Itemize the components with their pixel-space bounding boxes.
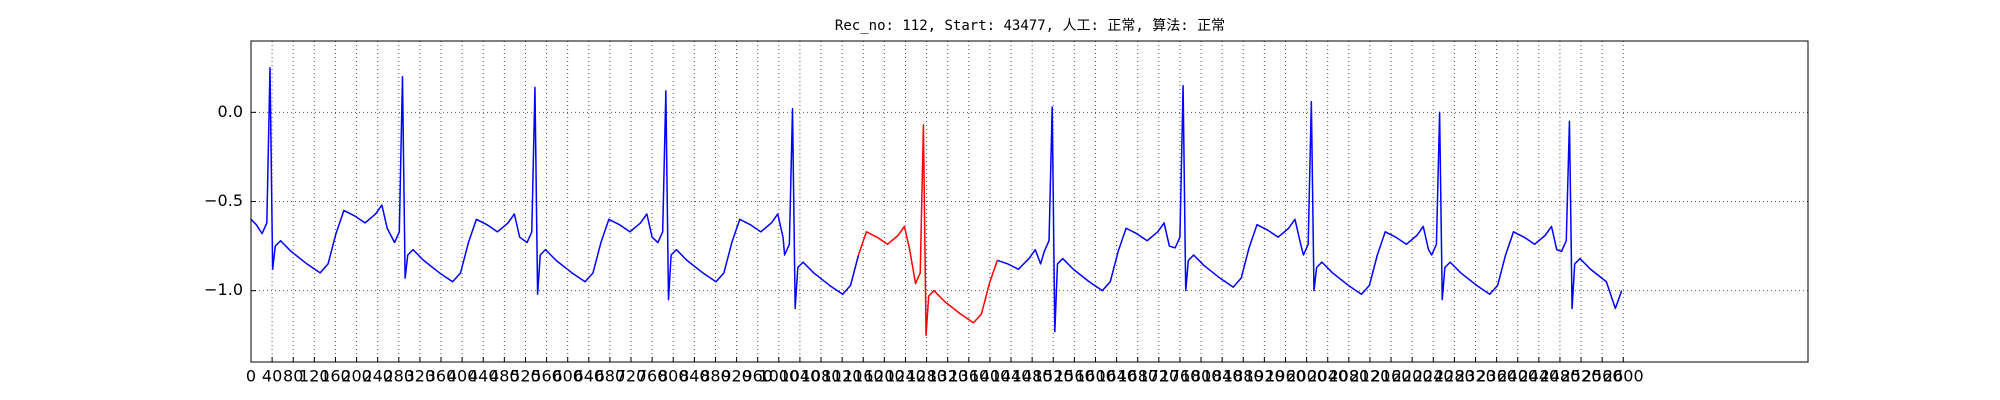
x-tick-label: 320 xyxy=(405,367,436,386)
x-tick-label: 1160 xyxy=(843,367,884,386)
x-tick-label: 1000 xyxy=(758,367,799,386)
x-tick-label: 1880 xyxy=(1223,367,1264,386)
x-tick-label: 2400 xyxy=(1497,367,1538,386)
x-tick-label: 0 xyxy=(246,367,256,386)
x-tick-label: 1480 xyxy=(1012,367,1053,386)
y-tick-label: −1.0 xyxy=(204,280,243,299)
x-tick-label: 2280 xyxy=(1434,367,1475,386)
y-tick-label: 0.0 xyxy=(218,102,243,121)
x-tick-label: 40 xyxy=(262,367,282,386)
x-tick-label: 2040 xyxy=(1307,367,1348,386)
plot-frame xyxy=(250,40,1809,363)
x-tick-label: 1120 xyxy=(822,367,863,386)
x-tick-label: 1840 xyxy=(1202,367,1243,386)
x-tick-label: 160 xyxy=(320,367,351,386)
x-tick-label: 1960 xyxy=(1265,367,1306,386)
x-tick-label: 2240 xyxy=(1413,367,1454,386)
x-tick-label: 1680 xyxy=(1117,367,1158,386)
x-tick-label: 920 xyxy=(721,367,752,386)
line xyxy=(857,124,999,336)
x-tick-label: 2120 xyxy=(1350,367,1391,386)
x-tick-label: 80 xyxy=(283,367,303,386)
x-tick-label: 1720 xyxy=(1138,367,1179,386)
line xyxy=(250,67,1623,333)
x-tick-label: 640 xyxy=(574,367,605,386)
x-tick-label: 2200 xyxy=(1392,367,1433,386)
x-tick-label: 960 xyxy=(742,367,773,386)
x-tick-label: 720 xyxy=(616,367,647,386)
x-tick-label: 2480 xyxy=(1540,367,1581,386)
x-tick-label: 800 xyxy=(658,367,689,386)
x-tick-label: 2160 xyxy=(1371,367,1412,386)
x-tick-label: 2320 xyxy=(1455,367,1496,386)
x-tick-label: 1600 xyxy=(1075,367,1116,386)
x-tick-label: 2000 xyxy=(1286,367,1327,386)
x-tick-label: 360 xyxy=(426,367,457,386)
chart-title: Rec_no: 112, Start: 43477, 人工: 正常, 算法: 正… xyxy=(835,18,1225,34)
x-tick-label: 2440 xyxy=(1518,367,1559,386)
x-tick-label: 2360 xyxy=(1476,367,1517,386)
x-tick-label: 200 xyxy=(341,367,372,386)
x-tick-label: 600 xyxy=(552,367,583,386)
x-tick-label: 1920 xyxy=(1244,367,1285,386)
x-tick-label: 840 xyxy=(679,367,710,386)
x-tick-label: 1640 xyxy=(1096,367,1137,386)
x-tick-label: 1440 xyxy=(991,367,1032,386)
x-tick-label: 480 xyxy=(489,367,520,386)
x-tick-label: 1280 xyxy=(906,367,947,386)
x-tick-label: 1320 xyxy=(927,367,968,386)
x-tick-label: 400 xyxy=(447,367,478,386)
x-tick-label: 2520 xyxy=(1561,367,1602,386)
x-tick-label: 1240 xyxy=(885,367,926,386)
x-tick-label: 2080 xyxy=(1328,367,1369,386)
x-tick-label: 280 xyxy=(384,367,415,386)
x-tick-label: 120 xyxy=(299,367,330,386)
x-tick-label: 880 xyxy=(700,367,731,386)
x-tick-label: 1080 xyxy=(801,367,842,386)
x-tick-label: 520 xyxy=(510,367,541,386)
x-tick-label: 1040 xyxy=(780,367,821,386)
x-tick-label: 240 xyxy=(362,367,393,386)
x-tick-label: 1520 xyxy=(1033,367,1074,386)
x-tick-label: 1800 xyxy=(1181,367,1222,386)
x-tick-label: 2560 xyxy=(1582,367,1623,386)
x-tick-label: 1400 xyxy=(970,367,1011,386)
x-tick-label: 1360 xyxy=(948,367,989,386)
x-tick-label: 680 xyxy=(595,367,626,386)
x-tick-label: 440 xyxy=(468,367,499,386)
x-tick-label: 1560 xyxy=(1054,367,1095,386)
y-tick-label: −0.5 xyxy=(204,191,243,210)
x-tick-label: 1200 xyxy=(864,367,905,386)
x-tick-label: 760 xyxy=(637,367,668,386)
x-tick-label: 1760 xyxy=(1160,367,1201,386)
x-tick-label: 2600 xyxy=(1603,367,1644,386)
x-tick-label: 560 xyxy=(531,367,562,386)
